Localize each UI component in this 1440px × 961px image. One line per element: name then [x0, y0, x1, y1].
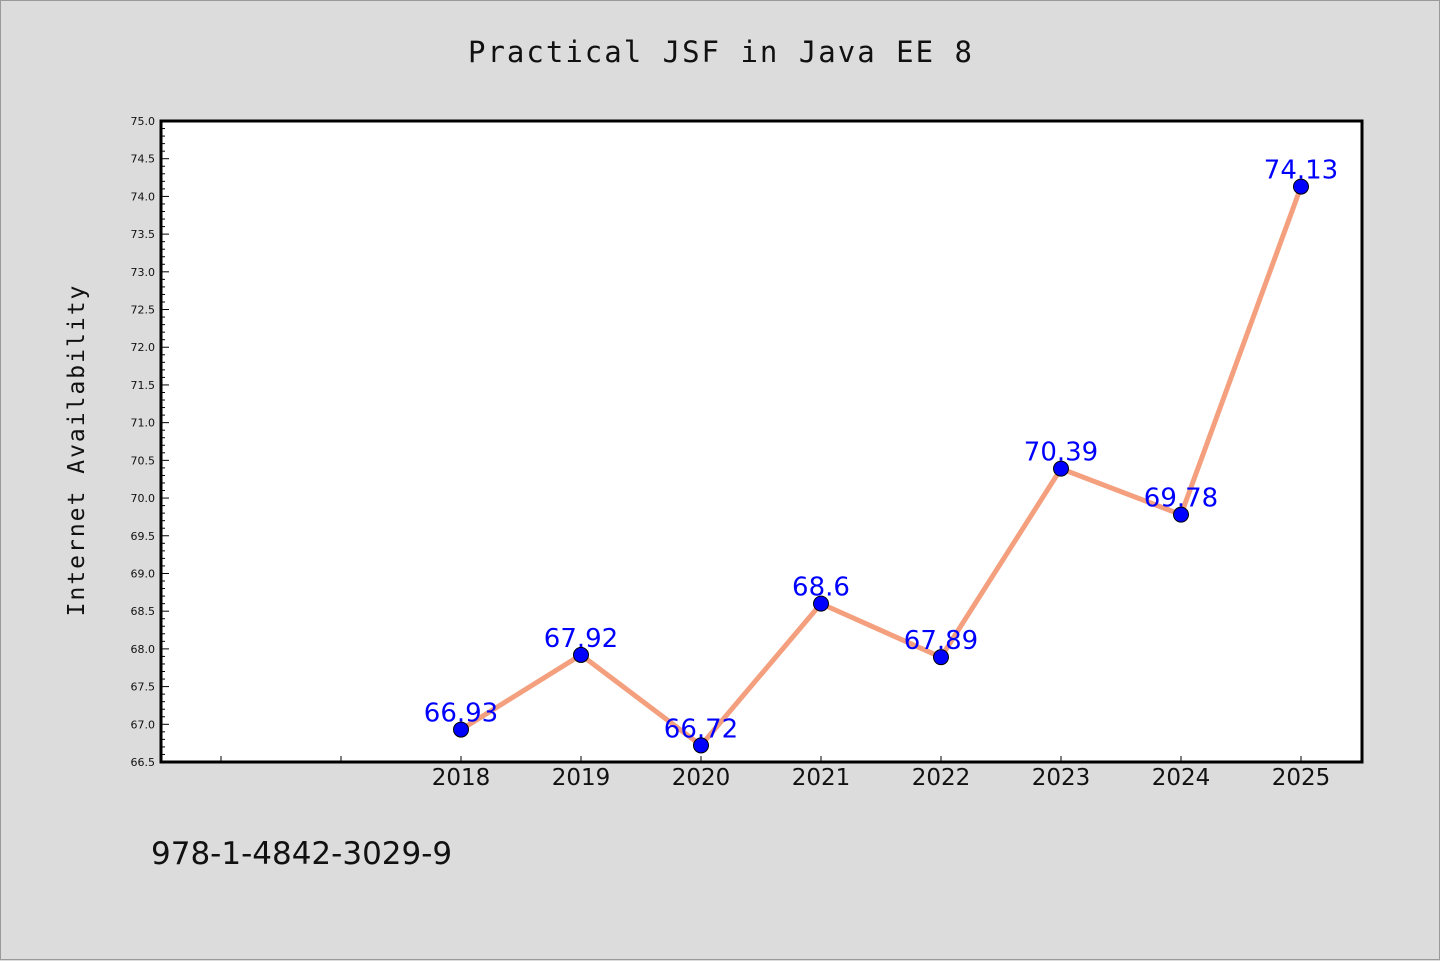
y-tick-label: 74.5	[131, 153, 156, 166]
y-tick-label: 73.0	[131, 266, 156, 279]
y-tick-label: 67.0	[131, 718, 156, 731]
y-tick-label: 70.5	[131, 454, 156, 467]
data-point	[813, 595, 829, 612]
x-tick-label: 2024	[1152, 765, 1211, 791]
x-tick-label: 2025	[1272, 765, 1331, 791]
data-label: 66.93	[424, 699, 498, 729]
y-tick-label: 68.5	[131, 605, 156, 618]
x-tick-label: 2021	[792, 765, 851, 791]
plot-area	[159, 119, 1364, 764]
data-labels: 66.93 67.92 66.72 68.6 67.89 70.39 69.78 74.13	[424, 156, 1338, 745]
data-label: 70.39	[1024, 438, 1098, 468]
y-tick-label: 66.5	[131, 756, 156, 769]
series-line-segment	[1058, 466, 1184, 518]
y-tick-label: 73.5	[131, 228, 156, 241]
series-line-segment	[938, 466, 1064, 660]
y-tick-label: 74.0	[131, 190, 156, 203]
y-tick-label: 75.0	[131, 115, 156, 128]
x-tick-label: 2019	[552, 765, 611, 791]
data-point	[573, 646, 589, 663]
y-tick-label: 70.0	[131, 492, 156, 505]
data-point	[453, 721, 469, 738]
y-tick-label: 68.0	[131, 643, 156, 656]
chart-title: Practical JSF in Java EE 8	[468, 35, 974, 69]
series-line-segment	[458, 652, 584, 733]
y-axis-ticks: 66.5 67.0 67.5 68.0 68.5 69.0 69.5 70.0 70.5 71.0…	[131, 115, 169, 769]
data-point	[933, 649, 949, 666]
y-tick-label: 71.0	[131, 417, 156, 430]
footer-isbn: 978-1-4842-3029-9	[151, 836, 453, 872]
y-tick-label: 67.5	[131, 681, 156, 694]
x-axis-ticks: 2018 2019 2020 2021 2022 2023 2024 2025	[220, 756, 1331, 791]
y-tick-label: 69.5	[131, 530, 156, 543]
data-label: 66.72	[664, 714, 738, 744]
series-line-segment	[698, 601, 824, 748]
series-line-segment	[578, 652, 704, 748]
data-label: 67.92	[544, 624, 618, 654]
series-line-segment	[1178, 184, 1304, 518]
y-tick-label: 72.0	[131, 341, 156, 354]
data-point	[1173, 506, 1189, 523]
y-tick-label: 69.0	[131, 567, 156, 580]
data-label: 69.78	[1144, 484, 1218, 514]
x-tick-label: 2023	[1032, 765, 1091, 791]
data-point	[1293, 178, 1309, 195]
y-tick-label: 72.5	[131, 304, 156, 317]
data-point	[693, 737, 709, 754]
x-tick-label: 2018	[432, 765, 491, 791]
data-label: 74.13	[1264, 156, 1338, 186]
data-label: 67.89	[904, 626, 978, 656]
series-line-group	[458, 184, 1304, 748]
data-markers	[453, 178, 1309, 754]
data-label: 68.6	[792, 573, 850, 603]
data-point	[1053, 460, 1069, 477]
y-tick-label: 71.5	[131, 379, 156, 392]
series-line-segment	[818, 601, 944, 660]
x-tick-label: 2020	[672, 765, 731, 791]
x-tick-label: 2022	[912, 765, 971, 791]
